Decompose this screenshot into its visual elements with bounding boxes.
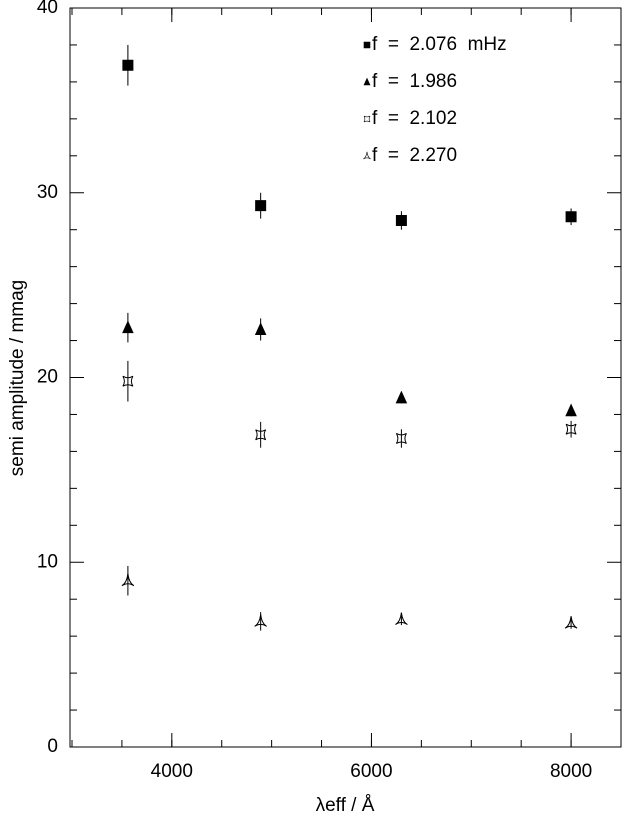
marker <box>255 200 267 212</box>
marker <box>395 612 408 625</box>
marker <box>122 375 134 387</box>
y-tick-label: 40 <box>37 0 58 18</box>
marker <box>122 59 134 71</box>
legend-label: f = 2.270 <box>372 145 457 166</box>
marker <box>122 320 134 334</box>
x-tick-label: 4000 <box>151 761 193 782</box>
legend-label: f = 2.102 <box>372 108 457 129</box>
y-tick-label: 30 <box>37 182 58 203</box>
x-axis-label: λeff / Å <box>316 795 375 816</box>
y-tick-label: 20 <box>37 367 58 388</box>
marker <box>255 429 267 441</box>
plot-frame <box>69 7 622 748</box>
marker <box>395 390 408 404</box>
legend-marker <box>363 151 371 160</box>
marker <box>395 214 407 226</box>
marker <box>565 211 577 223</box>
legend-marker <box>363 115 371 123</box>
marker <box>121 573 135 587</box>
marker <box>254 614 267 627</box>
legend-label: f = 1.986 <box>372 71 457 92</box>
y-axis-label: semi amplitude / mmag <box>7 280 28 476</box>
x-tick-label: 6000 <box>350 761 392 782</box>
marker <box>254 322 267 335</box>
legend-marker <box>363 41 371 49</box>
y-tick-label: 0 <box>47 736 58 757</box>
marker <box>565 423 577 435</box>
x-tick-label: 8000 <box>550 761 592 782</box>
y-tick-label: 10 <box>37 551 58 572</box>
legend-label: f = 2.076 mHz <box>372 34 507 55</box>
marker <box>564 616 578 629</box>
marker <box>565 403 577 417</box>
marker <box>395 433 407 444</box>
legend-marker <box>363 77 371 86</box>
